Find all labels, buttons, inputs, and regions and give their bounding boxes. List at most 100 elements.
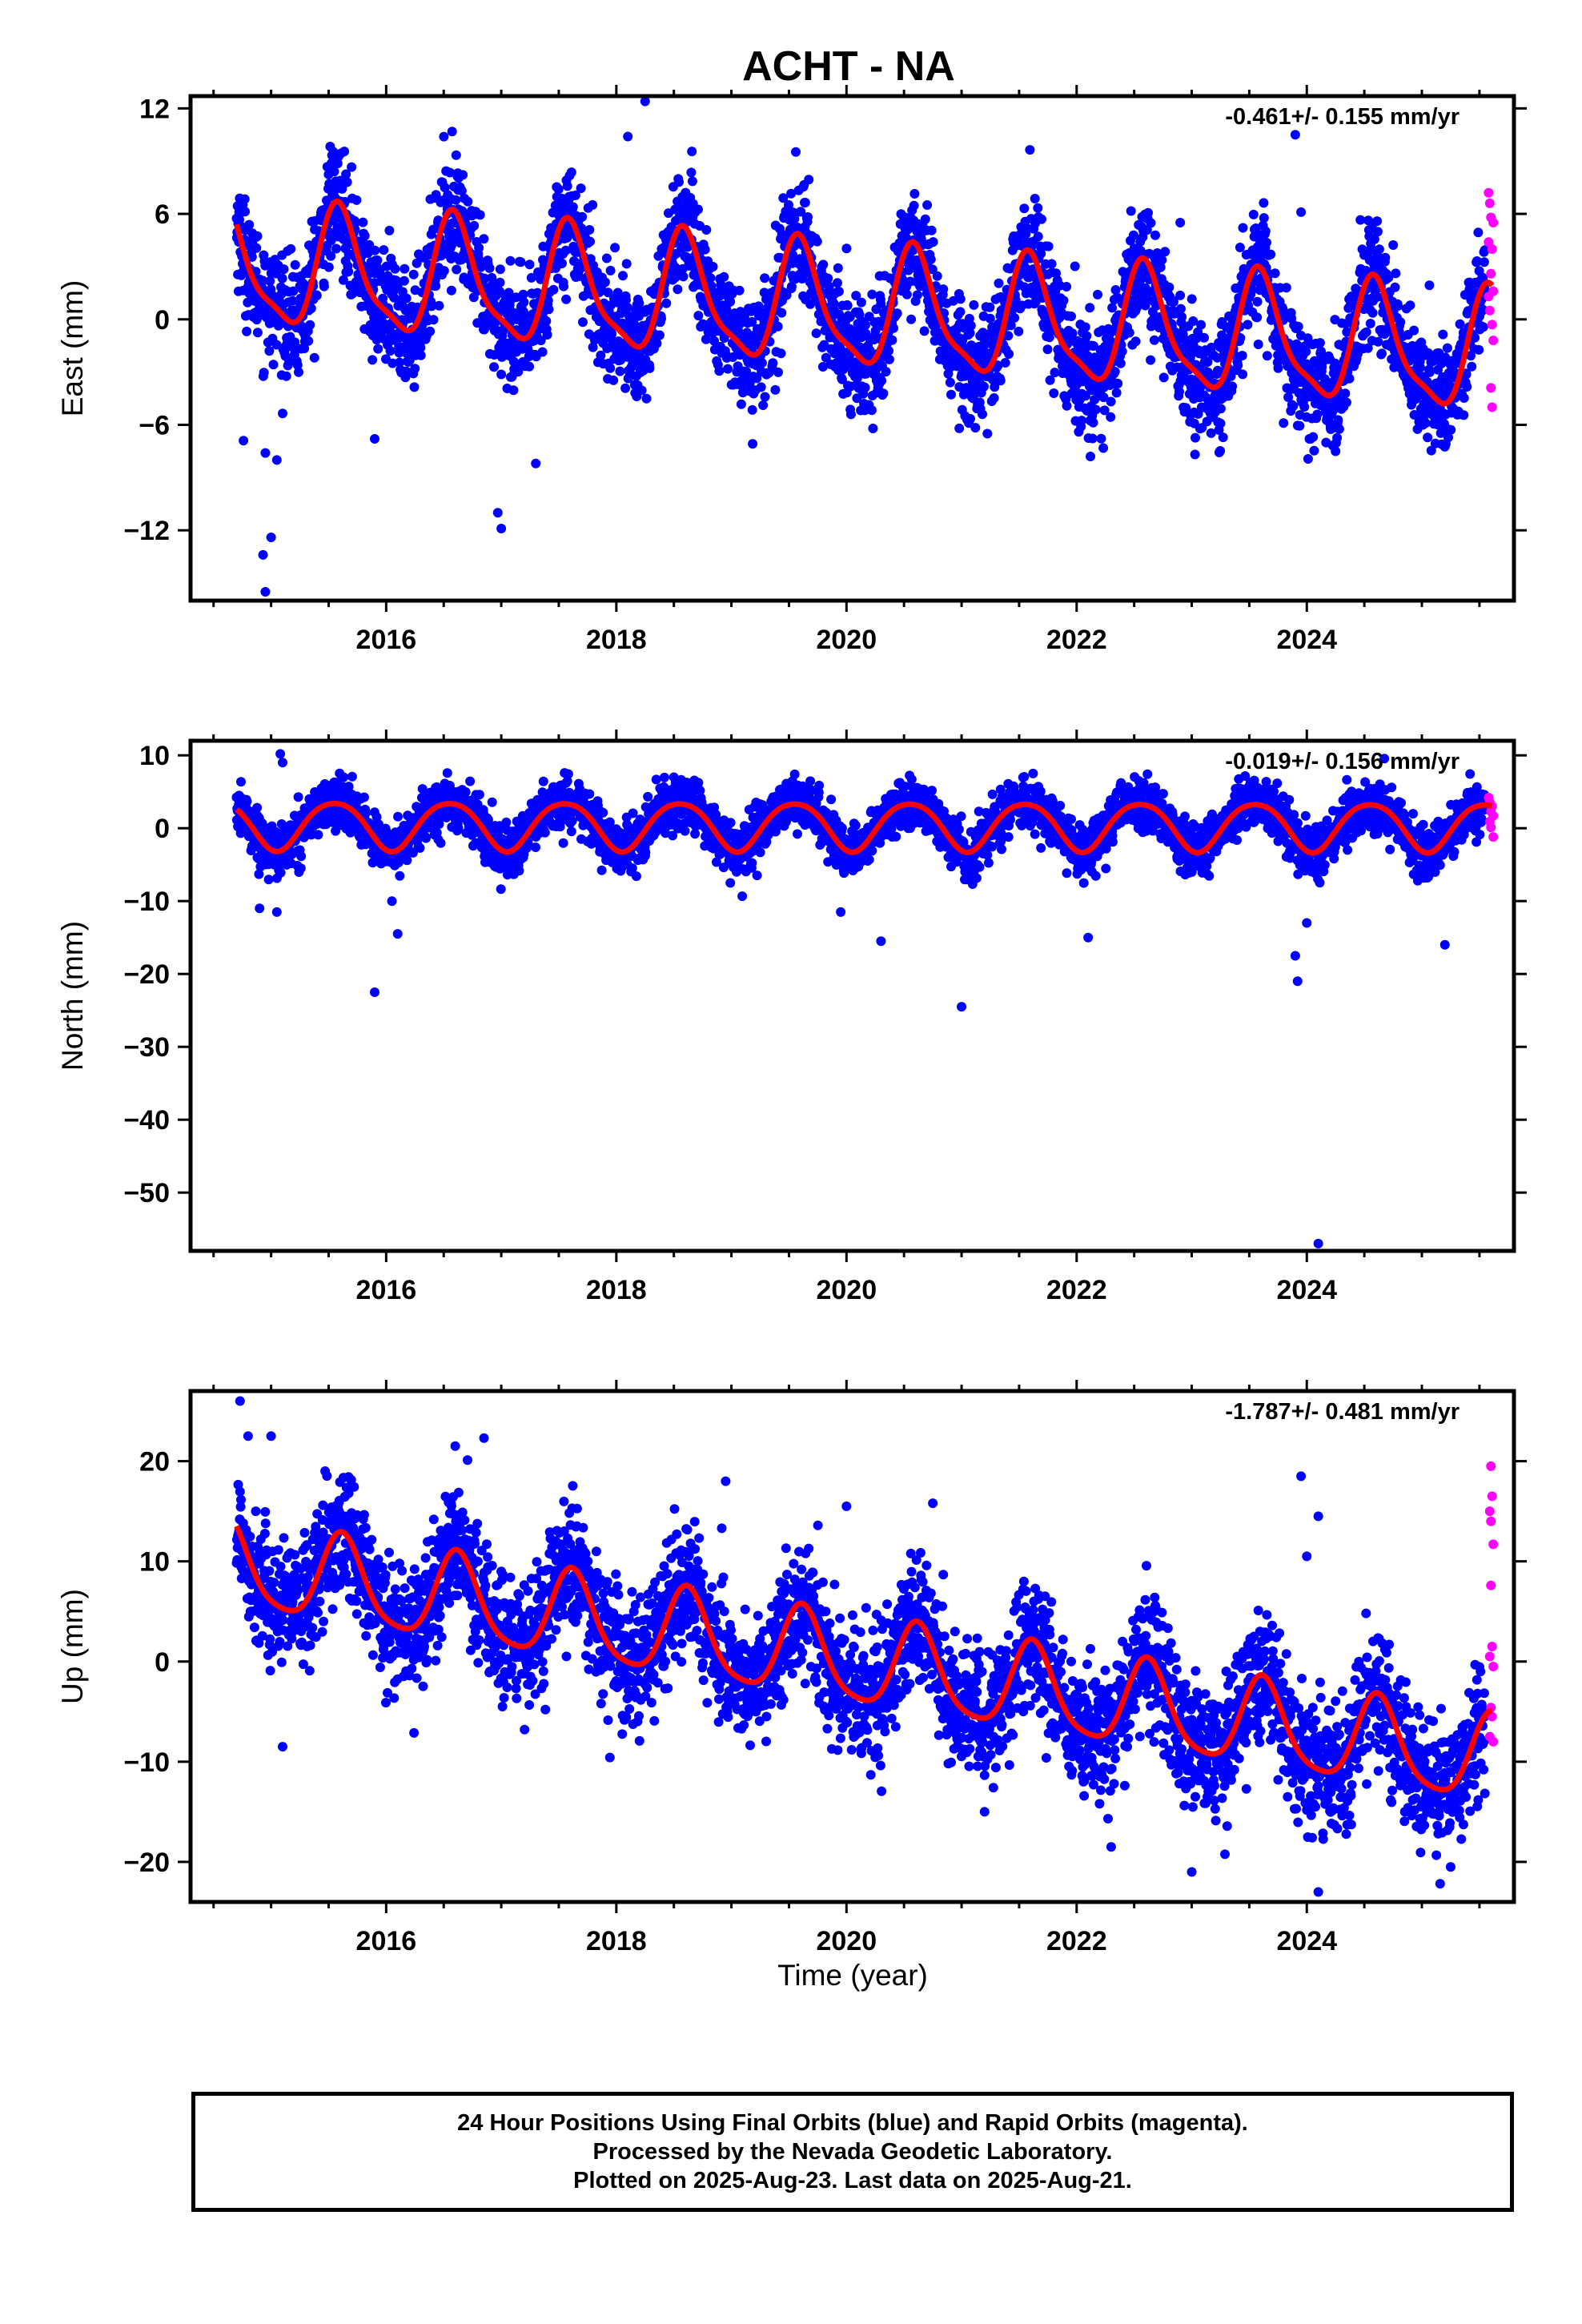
data-point xyxy=(605,363,616,373)
data-point xyxy=(610,243,620,253)
data-point xyxy=(431,190,441,200)
data-point xyxy=(568,202,578,212)
data-point xyxy=(350,218,360,227)
data-point xyxy=(1164,282,1174,292)
data-point xyxy=(1106,396,1116,407)
data-point xyxy=(989,393,999,403)
data-point xyxy=(1374,244,1384,255)
data-point xyxy=(453,822,464,833)
data-point xyxy=(670,272,681,283)
data-point xyxy=(1030,194,1040,203)
data-point xyxy=(1070,261,1080,271)
data-point xyxy=(1455,319,1465,329)
data-point xyxy=(791,147,801,157)
data-point xyxy=(1303,454,1313,464)
data-point xyxy=(1312,409,1323,420)
data-point xyxy=(1238,369,1248,380)
data-point xyxy=(760,273,770,283)
data-point xyxy=(484,263,495,273)
x-tick-label: 2024 xyxy=(1276,625,1337,655)
data-point xyxy=(786,281,797,292)
data-point xyxy=(1462,382,1472,392)
data-point xyxy=(1372,216,1383,227)
data-point xyxy=(756,382,766,392)
data-point xyxy=(425,326,436,336)
data-point xyxy=(288,286,299,296)
data-point xyxy=(338,275,348,285)
data-point xyxy=(526,272,536,283)
data-point xyxy=(596,350,606,360)
outlier-point xyxy=(369,434,379,444)
data-point xyxy=(938,284,949,295)
data-point xyxy=(870,326,881,336)
data-point xyxy=(1365,319,1375,328)
data-point xyxy=(634,298,644,308)
data-point xyxy=(537,347,548,357)
data-point xyxy=(1367,308,1378,318)
data-point xyxy=(778,193,789,203)
data-point xyxy=(781,290,792,300)
x-tick-label: 2022 xyxy=(1046,625,1107,655)
outlier-point xyxy=(239,436,249,446)
rapid-point xyxy=(1487,243,1497,254)
data-point xyxy=(932,271,942,281)
data-point xyxy=(1333,415,1343,425)
data-point xyxy=(1446,424,1456,435)
data-point xyxy=(578,317,588,328)
data-point xyxy=(496,369,507,380)
data-point xyxy=(402,855,412,866)
data-point xyxy=(1361,327,1371,337)
data-point xyxy=(927,264,938,275)
data-point xyxy=(719,271,729,282)
data-point xyxy=(584,225,595,235)
data-point xyxy=(347,771,357,782)
data-point xyxy=(912,290,922,300)
data-point xyxy=(1045,375,1055,385)
data-point xyxy=(431,281,441,292)
data-point xyxy=(1478,322,1488,332)
data-point xyxy=(1158,372,1169,383)
data-point xyxy=(387,358,398,368)
rapid-orbit-points xyxy=(1484,187,1499,412)
data-point xyxy=(1115,358,1126,368)
data-point xyxy=(290,337,300,348)
data-point xyxy=(390,263,400,274)
data-point xyxy=(1046,259,1057,269)
data-point xyxy=(773,367,783,377)
data-point xyxy=(728,352,738,362)
data-point xyxy=(693,311,704,321)
data-point xyxy=(797,274,807,283)
data-point xyxy=(258,275,268,286)
data-point xyxy=(621,259,632,269)
data-point xyxy=(1459,410,1469,420)
data-point xyxy=(979,381,989,392)
data-point xyxy=(1043,241,1054,251)
data-point xyxy=(451,150,461,160)
data-point xyxy=(868,424,878,433)
data-point xyxy=(562,232,572,243)
data-point xyxy=(1340,388,1351,399)
data-point xyxy=(693,204,703,215)
data-point xyxy=(1191,432,1200,443)
data-point xyxy=(887,335,897,345)
data-point xyxy=(1260,226,1271,236)
data-point xyxy=(311,291,322,300)
data-point xyxy=(326,251,336,261)
data-point xyxy=(652,338,662,348)
data-point xyxy=(1093,289,1102,300)
data-point xyxy=(608,375,619,385)
data-point xyxy=(1174,387,1184,397)
data-point xyxy=(1235,243,1245,252)
data-point xyxy=(1474,344,1484,355)
data-point xyxy=(948,296,958,306)
data-point xyxy=(1344,373,1355,384)
data-point xyxy=(339,772,349,782)
data-point xyxy=(541,316,552,326)
data-point xyxy=(1044,332,1054,343)
data-point xyxy=(242,796,252,806)
data-point xyxy=(239,194,250,204)
data-point xyxy=(1218,432,1228,443)
data-point xyxy=(845,409,856,420)
data-point xyxy=(268,360,279,370)
data-point xyxy=(421,833,431,843)
